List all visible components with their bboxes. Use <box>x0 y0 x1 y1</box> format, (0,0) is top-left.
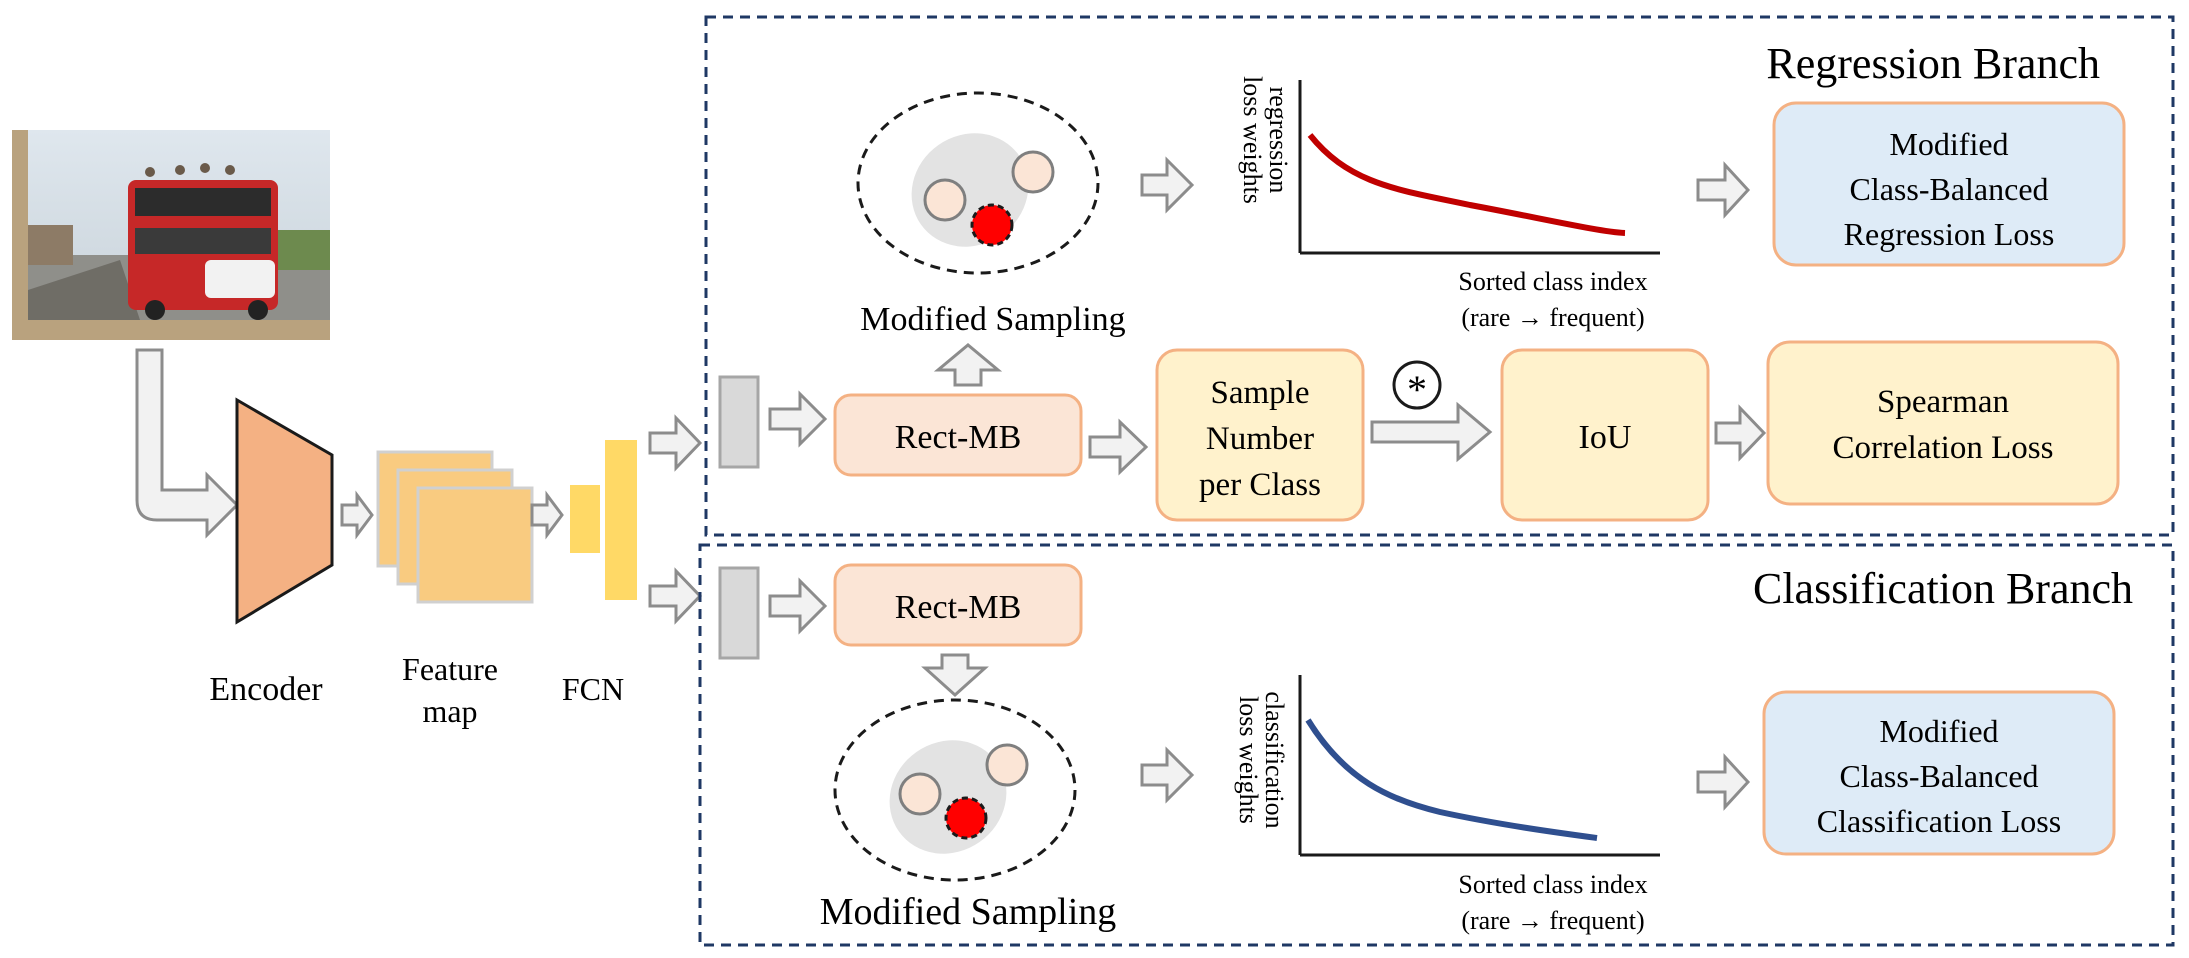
regression-loss-box <box>1772 101 2126 267</box>
classification-branch-title: Classification Branch <box>1753 564 2133 613</box>
regression-plot-xlabel-1: Sorted class index <box>1458 267 1647 296</box>
input-image <box>12 130 330 340</box>
fcn-bar-tall <box>605 440 637 600</box>
encoder-label: Encoder <box>209 671 323 708</box>
classification-rect-mb-box <box>833 563 1083 647</box>
fcn-label: FCN <box>562 671 624 707</box>
regression-loss-line-1: Modified <box>1889 126 2008 162</box>
regression-loss-line-3: Regression Loss <box>1844 216 2055 252</box>
iou-label: IoU <box>1579 419 1632 456</box>
classification-loss-line-3: Classification Loss <box>1817 803 2061 839</box>
arrow-sampling-plot-cls <box>1140 746 1195 804</box>
regression-feature-column <box>718 375 760 469</box>
arrow-up-sampling <box>933 343 1003 387</box>
classification-branch-frame <box>698 543 2175 947</box>
classification-plot-ylabel-2: loss weights <box>1234 696 1263 824</box>
arrow-feature-fcn <box>530 490 564 540</box>
classification-weight-curve <box>1305 718 1598 841</box>
convolution-symbol: * <box>1407 367 1427 412</box>
regression-branch-title: Regression Branch <box>1766 39 2100 88</box>
classification-loss-box <box>1762 690 2116 856</box>
regression-weight-curve <box>1307 133 1626 236</box>
input-arrow <box>135 348 240 539</box>
classification-plot-ylabel-1: classification <box>1260 691 1289 828</box>
classification-sampling-illustration <box>833 698 1077 882</box>
iou-box <box>1500 348 1710 522</box>
regression-loss-plot <box>1298 80 1660 255</box>
classification-loss-plot <box>1298 675 1660 857</box>
spearman-loss-box <box>1766 340 2120 506</box>
arrow-rectmb-sample <box>1088 418 1149 476</box>
regression-loss-line-2: Class-Balanced <box>1849 171 2048 207</box>
encoder-block <box>235 397 334 625</box>
classification-loss-line-1: Modified <box>1879 713 1998 749</box>
regression-plot-ylabel-1: regression <box>1264 87 1293 194</box>
fcn-bar-small <box>570 485 600 553</box>
arrow-plot-loss-reg <box>1696 161 1751 219</box>
arrow-sample-iou <box>1370 401 1493 463</box>
sample-number-line-2: Number <box>1206 421 1314 457</box>
classification-loss-line-2: Class-Balanced <box>1839 758 2038 794</box>
feature-map-label-1: Feature <box>402 651 498 687</box>
regression-rect-mb-box <box>833 393 1083 477</box>
arrow-fcn-classification <box>648 567 703 625</box>
sample-number-box <box>1155 348 1365 522</box>
arrow-plot-loss-cls <box>1696 753 1751 811</box>
classification-rect-mb-label: Rect-MB <box>895 589 1022 626</box>
spearman-line-1: Spearman <box>1877 384 2009 420</box>
regression-rect-mb-label: Rect-MB <box>895 419 1022 456</box>
feature-map-label-2: map <box>422 693 477 729</box>
regression-sampling-illustration <box>856 91 1100 275</box>
sample-number-line-1: Sample <box>1211 375 1310 411</box>
sample-number-line-3: per Class <box>1199 467 1321 503</box>
convolution-symbol-circle <box>1392 360 1442 410</box>
regression-plot-ylabel-2: loss weights <box>1238 76 1267 204</box>
arrow-column-rectmb-reg <box>768 390 828 448</box>
regression-plot-xlabel-2: (rare → frequent) <box>1461 303 1644 332</box>
regression-sampling-label: Modified Sampling <box>860 301 1125 338</box>
arrow-iou-spearman <box>1714 404 1767 462</box>
regression-branch-frame <box>704 15 2175 537</box>
arrow-down-sampling <box>921 653 989 698</box>
arrow-fcn-regression <box>648 414 703 472</box>
classification-sampling-label: Modified Sampling <box>820 891 1117 933</box>
classification-feature-column <box>718 566 760 660</box>
classification-plot-xlabel-2: (rare → frequent) <box>1461 906 1644 935</box>
arrow-encoder-feature <box>340 490 374 540</box>
feature-map-stack <box>376 450 534 604</box>
arrow-sampling-plot-reg <box>1140 156 1195 214</box>
classification-plot-xlabel-1: Sorted class index <box>1458 870 1647 899</box>
spearman-line-2: Correlation Loss <box>1833 430 2054 466</box>
arrow-column-rectmb-cls <box>768 577 828 635</box>
